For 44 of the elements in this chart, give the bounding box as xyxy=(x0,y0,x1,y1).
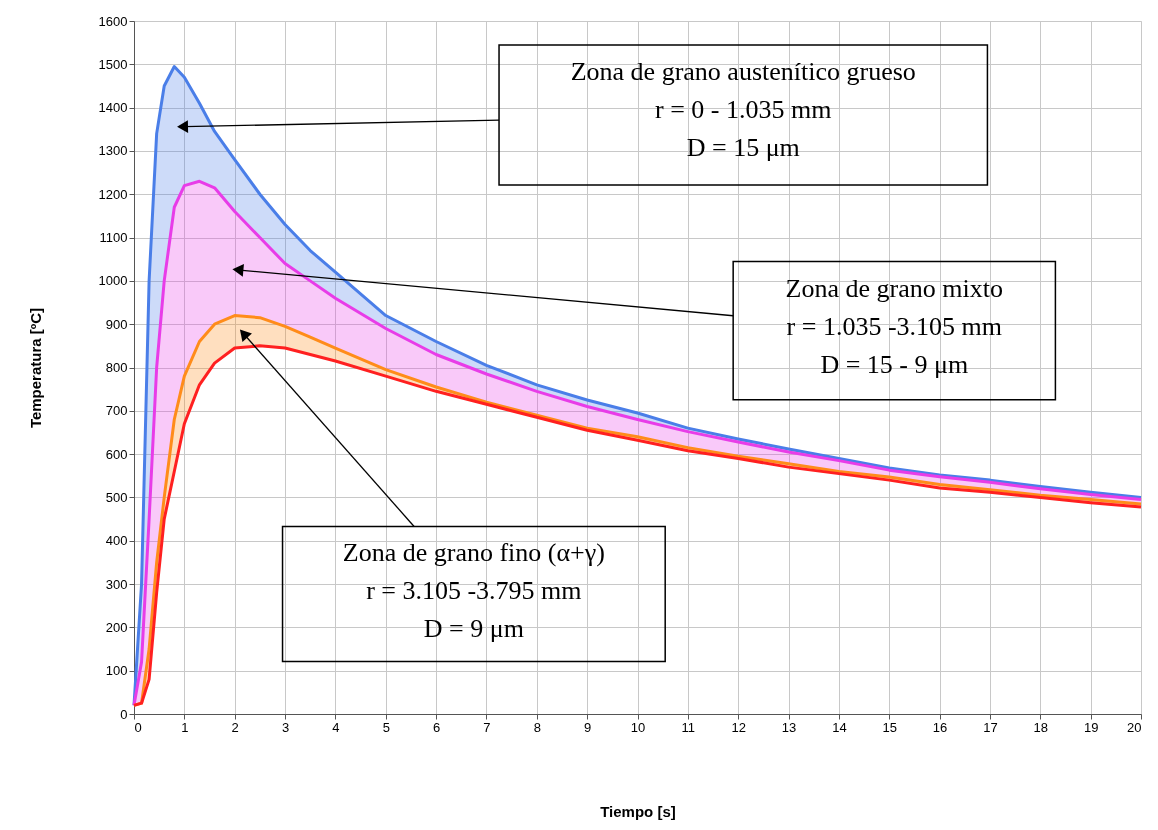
x-tick-label: 16 xyxy=(932,719,948,735)
x-tick-label: 12 xyxy=(731,719,746,735)
y-tick-label: 400 xyxy=(105,533,128,549)
x-tick-label: 10 xyxy=(630,719,646,735)
x-tick-label: 14 xyxy=(832,719,847,735)
y-tick-label: 600 xyxy=(105,446,128,462)
x-tick-label: 15 xyxy=(882,719,897,735)
x-tick-label: 20 xyxy=(1127,719,1142,735)
y-tick-label: 800 xyxy=(105,360,128,375)
annotation: Zona de grano fino (α+γ) r = 3.105 -3.795 mm D = 9 μm xyxy=(342,538,605,644)
y-tick-label: 1000 xyxy=(98,273,128,289)
x-tick-label: 17 xyxy=(983,719,998,735)
x-tick-label: 1 xyxy=(181,719,189,735)
y-tick-label: 1200 xyxy=(98,186,128,202)
x-tick-label: 9 xyxy=(584,719,592,735)
x-tick-label: 7 xyxy=(483,719,491,735)
y-axis-title: Temperatura [ºC] xyxy=(26,307,44,429)
x-tick-label: 2 xyxy=(231,719,239,735)
x-axis-title: Tiempo [s] xyxy=(600,802,676,820)
y-tick-label: 200 xyxy=(105,619,128,635)
y-tick-label: 900 xyxy=(105,316,128,332)
y-tick-label: 1100 xyxy=(99,230,128,246)
line-series xyxy=(132,179,1143,707)
y-tick-label: 1600 xyxy=(98,13,128,29)
x-tick-label: 0 xyxy=(134,719,142,735)
y-tick-label: 1400 xyxy=(98,100,128,116)
x-tick-label: 18 xyxy=(1033,719,1049,735)
y-tick-label: 100 xyxy=(105,663,128,679)
x-tick-label: 8 xyxy=(533,719,541,735)
x-tick-label: 19 xyxy=(1083,719,1099,735)
y-tick-label: 300 xyxy=(105,576,128,592)
x-tick-label: 6 xyxy=(432,719,441,735)
y-tick-label: 0 xyxy=(120,706,128,722)
x-tick-label: 5 xyxy=(382,719,390,735)
y-tick-label: 1500 xyxy=(98,56,128,72)
x-tick-label: 4 xyxy=(332,719,340,735)
annotation: Zona de grano mixto r = 1.035 -3.105 mm D = 15 - 9 μm xyxy=(785,273,1003,379)
y-tick-label: 700 xyxy=(105,403,128,419)
annotation: Zona de grano austenítico grueso r = 0 - 1.035 mm D = 15 μm xyxy=(570,57,916,163)
x-tick-label: 3 xyxy=(281,719,290,735)
y-tick-label: 500 xyxy=(105,489,128,505)
y-tick-label: 1300 xyxy=(98,143,128,159)
x-tick-label: 13 xyxy=(781,719,797,735)
x-tick-label: 11 xyxy=(681,719,696,735)
